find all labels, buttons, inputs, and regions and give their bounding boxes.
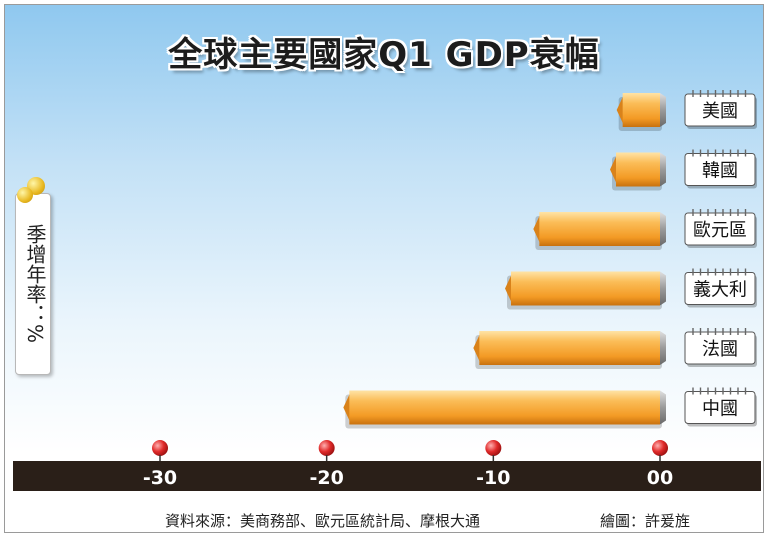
y-axis-label: 季增年率：%	[23, 224, 47, 344]
bar	[511, 271, 660, 306]
bar	[479, 331, 660, 365]
category-card	[684, 93, 756, 127]
category-label: 韓國	[702, 161, 738, 182]
chart-title: 全球主要國家Q1 GDP衰幅	[168, 35, 600, 75]
category-card	[684, 331, 756, 365]
tick-marker-dot	[652, 440, 668, 456]
bar-end-cap	[660, 271, 666, 306]
category-label: 義大利	[693, 280, 747, 301]
category-card	[684, 212, 756, 246]
bar-group	[473, 331, 666, 369]
category-label-card: 法國	[684, 328, 757, 367]
bar-end-cap	[660, 93, 666, 127]
pushpin-icon-secondary	[17, 187, 33, 203]
category-card	[684, 153, 756, 186]
category-label: 中國	[702, 399, 738, 420]
category-card	[684, 391, 756, 424]
category-card	[684, 272, 756, 305]
bar-group	[616, 93, 666, 131]
x-axis-band	[13, 461, 761, 491]
source-note: 資料來源：美商務部、歐元區統計局、摩根大通	[165, 512, 481, 530]
bar-group	[533, 212, 666, 250]
bar	[539, 212, 660, 246]
tick-marker-dot	[485, 440, 502, 456]
x-tick-label: -20	[310, 467, 344, 489]
category-label-card: 美國	[684, 90, 757, 129]
tick-marker-dot	[152, 440, 168, 456]
graphic-credit: 繪圖：許爰旌	[600, 512, 691, 530]
bar-end-cap	[660, 331, 666, 365]
bar-group	[505, 271, 666, 310]
y-axis-label-card: 季增年率：%	[15, 193, 51, 375]
x-tick-label: -30	[143, 467, 177, 489]
bar-group	[343, 390, 666, 429]
x-tick-label: -10	[476, 467, 510, 489]
bar-end-cap	[660, 152, 666, 187]
x-tick-label: 00	[647, 467, 673, 489]
bar	[349, 390, 660, 425]
category-label-card: 中國	[684, 387, 757, 427]
tick-marker-dot	[318, 440, 335, 456]
category-label-card: 歐元區	[684, 209, 757, 248]
bar	[622, 93, 660, 127]
category-label: 美國	[702, 101, 738, 122]
bar-end-cap	[660, 212, 666, 246]
bar	[616, 152, 660, 187]
category-label-card: 韓國	[684, 149, 757, 189]
category-label: 法國	[702, 339, 738, 360]
category-label: 歐元區	[693, 220, 747, 241]
bar-group	[610, 152, 666, 191]
category-label-card: 義大利	[684, 268, 757, 308]
bar-end-cap	[660, 390, 666, 425]
chart-frame: 全球主要國家Q1 GDP衰幅 季增年率：% 美國韓國歐元區	[4, 4, 764, 533]
